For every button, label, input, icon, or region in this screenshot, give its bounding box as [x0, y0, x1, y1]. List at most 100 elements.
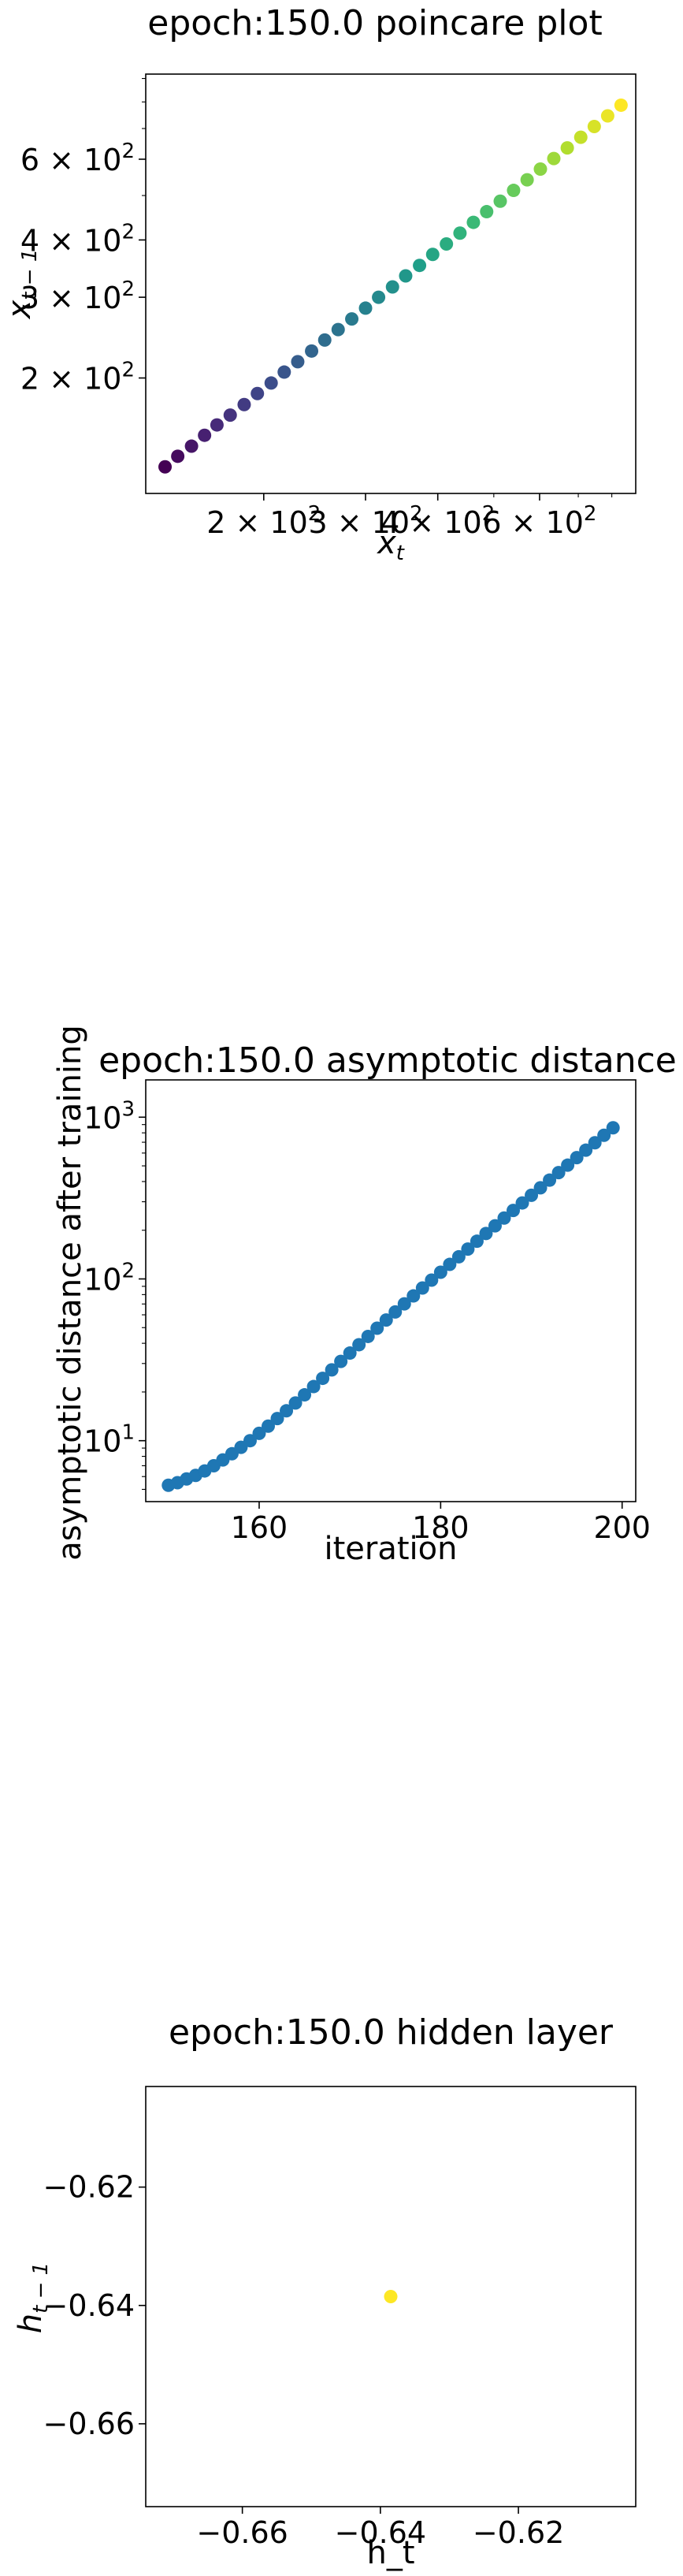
poincare-point [251, 386, 265, 400]
asymptotic-x-tick-label: 200 [593, 1510, 651, 1545]
poincare-point [237, 397, 251, 411]
asymptotic-point [325, 1363, 339, 1377]
hidden-layer-y-axis-label-main: h [13, 2314, 49, 2333]
asymptotic-y-tick-label-exponent: 2 [121, 1259, 135, 1282]
hidden-layer-y-axis-label-sub: t − 1 [29, 2262, 53, 2314]
asymptotic-y-tick-label-base: 10 [84, 1262, 121, 1297]
poincare-x-tick-label: 3 × 102 [308, 502, 422, 540]
asymptotic-point [461, 1242, 475, 1256]
poincare-point [493, 194, 507, 208]
asymptotic-point [443, 1257, 457, 1271]
asymptotic-point [470, 1234, 484, 1249]
poincare-point [425, 248, 440, 262]
asymptotic-x-tick-label: 160 [231, 1510, 288, 1545]
poincare-point [385, 280, 399, 294]
poincare-point [158, 460, 173, 474]
asymptotic-point [588, 1136, 602, 1150]
poincare-point [547, 151, 561, 166]
poincare-point [600, 109, 614, 123]
asymptotic-point [270, 1412, 284, 1426]
poincare-x-axis-label: xt [376, 525, 405, 565]
poincare-y-tick-label-exponent: 2 [121, 140, 135, 163]
poincare-point [331, 322, 345, 337]
hidden-layer-x-tick-label: −0.66 [196, 2515, 288, 2550]
poincare-point [264, 376, 278, 390]
poincare-x-tick-label-base: 4 × 10 [380, 505, 482, 540]
asymptotic-point [252, 1426, 266, 1440]
poincare-plot-frame [145, 73, 637, 494]
asymptotic-y-tick-label-exponent: 3 [121, 1097, 135, 1121]
asymptotic-point [334, 1354, 348, 1368]
asymptotic-y-tick-label-base: 10 [84, 1100, 121, 1135]
poincare-point [413, 259, 427, 273]
hidden-layer-x-axis-label: h_t [366, 2535, 414, 2571]
hidden-layer-y-ticks: −0.62 −0.64 −0.66 [43, 2170, 146, 2441]
poincare-x-tick-label-base: 6 × 10 [482, 505, 584, 540]
asymptotic-y-axis-label: asymptotic distance after training [52, 1025, 88, 1561]
poincare-point [372, 290, 386, 304]
asymptotic-x-axis-label: iteration [325, 1531, 458, 1567]
poincare-point [533, 162, 548, 176]
poincare-x-tick-label-base: 2 × 10 [206, 505, 308, 540]
asymptotic-y-tick-label: 101 [84, 1421, 135, 1459]
asymptotic-point [352, 1338, 366, 1352]
asymptotic-x-ticks: 160 180 200 [231, 1502, 651, 1545]
asymptotic-y-tick-label: 102 [84, 1259, 135, 1297]
poincare-point [573, 130, 588, 144]
asymptotic-point [479, 1227, 493, 1241]
poincare-point [291, 355, 305, 369]
hidden-layer-points [384, 2290, 398, 2303]
poincare-y-tick-label: 6 × 102 [20, 140, 135, 177]
asymptotic-point [262, 1419, 275, 1433]
asymptotic-point [433, 1265, 447, 1279]
asymptotic-point [388, 1305, 403, 1319]
asymptotic-point [570, 1151, 584, 1165]
poincare-y-tick-label-exponent: 2 [121, 359, 135, 382]
asymptotic-point [533, 1181, 548, 1195]
poincare-x-axis-label-sub: t [396, 542, 405, 565]
asymptotic-point [415, 1281, 429, 1295]
poincare-y-tick-label-base: 4 × 10 [20, 223, 122, 258]
asymptotic-point [243, 1434, 257, 1448]
asymptotic-y-tick-label-exponent: 1 [121, 1421, 135, 1445]
poincare-x-tick-label-exponent: 2 [584, 502, 597, 526]
asymptotic-point [451, 1249, 466, 1264]
poincare-point [171, 449, 185, 463]
poincare-y-axis-label-main: x [2, 300, 38, 320]
hidden-layer-y-tick-label: −0.66 [43, 2407, 135, 2441]
asymptotic-point [306, 1379, 321, 1394]
asymptotic-point [551, 1166, 566, 1180]
poincare-point [210, 418, 224, 432]
poincare-point [277, 365, 291, 379]
poincare-y-tick-label: 3 × 102 [20, 277, 135, 315]
asymptotic-x-tick-label: 180 [412, 1510, 470, 1545]
asymptotic-y-tick-label: 103 [84, 1097, 135, 1135]
poincare-point [440, 237, 454, 251]
asymptotic-chart: epoch:150.0 asymptotic distance 160 180 20… [52, 1025, 677, 1567]
asymptotic-point [288, 1396, 303, 1410]
poincare-x-tick-label: 4 × 102 [380, 502, 495, 540]
poincare-point [345, 312, 359, 326]
asymptotic-point [497, 1211, 511, 1225]
asymptotic-point [507, 1204, 520, 1218]
asymptotic-point [597, 1128, 611, 1142]
poincare-y-tick-label: 4 × 102 [20, 220, 135, 258]
poincare-y-tick-label-exponent: 2 [121, 277, 135, 301]
hidden-layer-y-tick-label: −0.62 [43, 2170, 135, 2205]
asymptotic-points [161, 1121, 620, 1492]
poincare-x-tick-label-exponent: 2 [410, 502, 423, 526]
poincare-title: epoch:150.0 poincare plot [147, 3, 602, 43]
poincare-x-tick-label: 6 × 102 [482, 502, 596, 540]
poincare-y-tick-label-exponent: 2 [121, 220, 135, 244]
hidden-layer-chart: epoch:150.0 hidden layer −0.66 −0.64 −0.62… [13, 2012, 637, 2571]
poincare-point [399, 269, 413, 283]
hidden-layer-x-ticks: −0.66 −0.64 −0.62 [196, 2507, 564, 2550]
poincare-point [587, 120, 601, 134]
asymptotic-point [280, 1404, 294, 1418]
poincare-point [223, 408, 237, 423]
asymptotic-point [543, 1173, 557, 1187]
poincare-point [520, 173, 534, 187]
